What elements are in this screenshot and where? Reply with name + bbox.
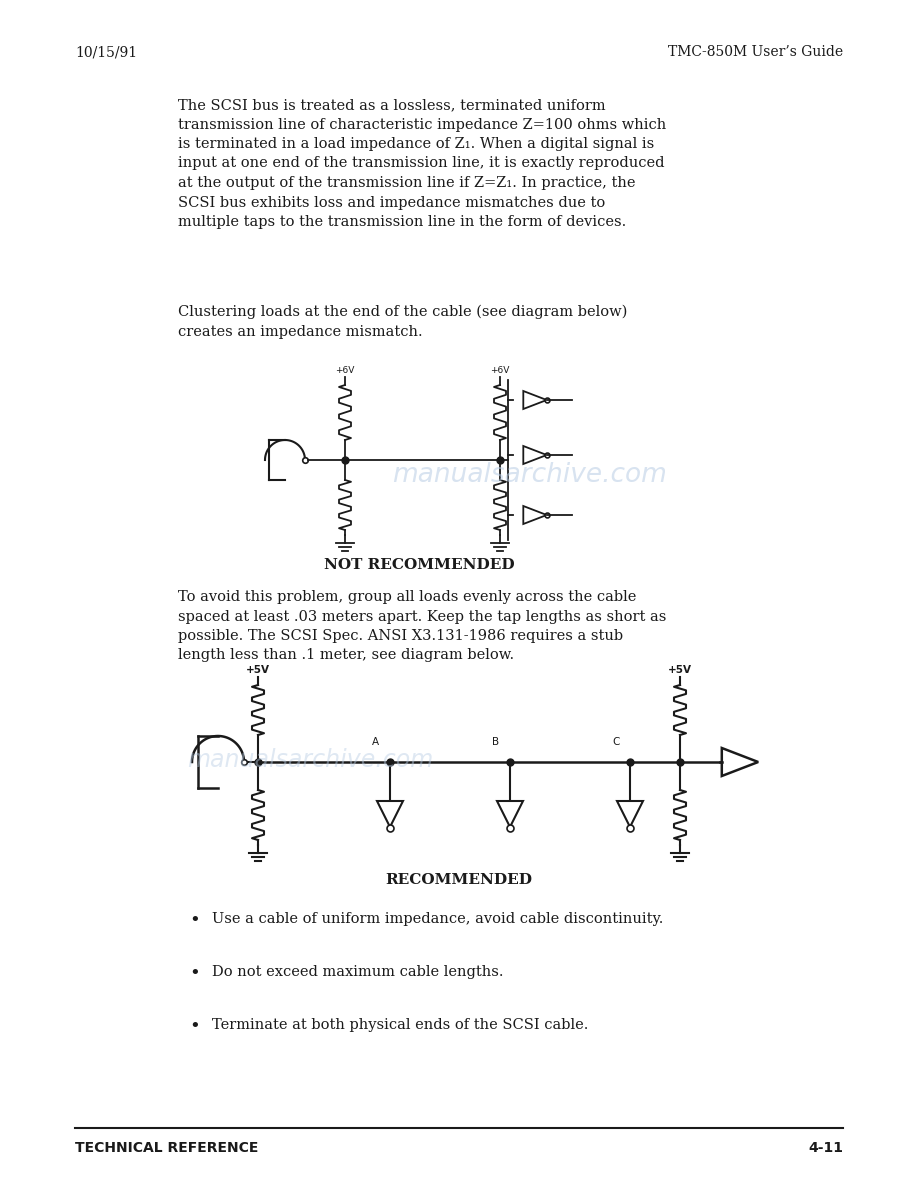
Text: Clustering loads at the end of the cable (see diagram below)
creates an impedanc: Clustering loads at the end of the cable… (178, 305, 627, 339)
Text: To avoid this problem, group all loads evenly across the cable
spaced at least .: To avoid this problem, group all loads e… (178, 590, 666, 663)
Text: 10/15/91: 10/15/91 (75, 45, 137, 59)
Text: Do not exceed maximum cable lengths.: Do not exceed maximum cable lengths. (212, 965, 503, 979)
Text: +5V: +5V (246, 665, 270, 675)
Text: •: • (190, 1018, 200, 1036)
Text: B: B (492, 737, 499, 747)
Text: NOT RECOMMENDED: NOT RECOMMENDED (324, 558, 514, 571)
Text: +5V: +5V (668, 665, 692, 675)
Text: Use a cable of uniform impedance, avoid cable discontinuity.: Use a cable of uniform impedance, avoid … (212, 912, 664, 925)
Text: •: • (190, 912, 200, 930)
Text: RECOMMENDED: RECOMMENDED (386, 873, 532, 887)
Text: •: • (190, 965, 200, 982)
Text: Terminate at both physical ends of the SCSI cable.: Terminate at both physical ends of the S… (212, 1018, 588, 1032)
Text: +6V: +6V (335, 366, 354, 375)
Text: 4-11: 4-11 (808, 1140, 843, 1155)
Text: manualsarchive.com: manualsarchive.com (187, 748, 433, 772)
Text: TMC-850M User’s Guide: TMC-850M User’s Guide (668, 45, 843, 59)
Text: +6V: +6V (490, 366, 509, 375)
Text: The SCSI bus is treated as a lossless, terminated uniform
transmission line of c: The SCSI bus is treated as a lossless, t… (178, 97, 666, 229)
Text: C: C (612, 737, 620, 747)
Text: A: A (372, 737, 379, 747)
Text: TECHNICAL REFERENCE: TECHNICAL REFERENCE (75, 1140, 258, 1155)
Text: manualsarchive.com: manualsarchive.com (393, 462, 667, 488)
